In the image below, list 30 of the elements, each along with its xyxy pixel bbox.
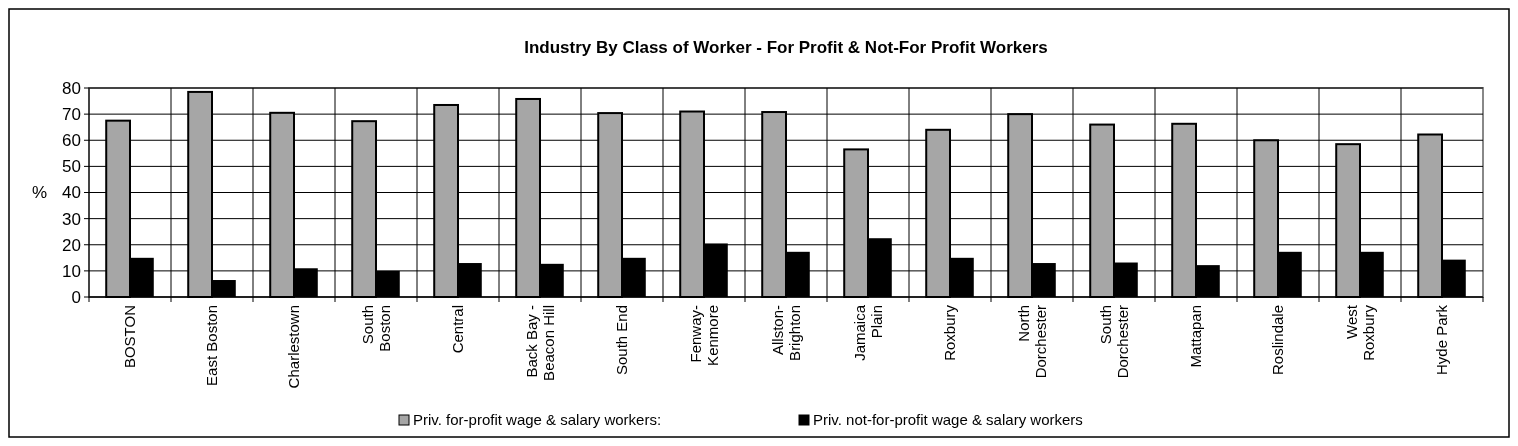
y-tick-label: 50 bbox=[62, 157, 81, 177]
x-tick-label: BOSTON bbox=[121, 305, 139, 369]
x-tick-label: Fenway- Kenmore bbox=[686, 305, 721, 366]
chart-title: Industry By Class of Worker - For Profit & Not-For Profit Workers bbox=[524, 38, 1048, 57]
x-tick-label: North Dorchester bbox=[1014, 305, 1049, 379]
y-tick-label: 70 bbox=[62, 105, 81, 125]
x-tick-label: South End bbox=[613, 305, 631, 376]
y-tick-label: 20 bbox=[62, 235, 81, 255]
x-tick-label: Central bbox=[449, 305, 467, 354]
y-tick-label: 30 bbox=[62, 209, 81, 229]
y-axis-title: % bbox=[31, 183, 47, 203]
x-tick-label: Back Bay - Beacon Hill bbox=[522, 305, 557, 381]
y-tick-label: 80 bbox=[62, 78, 81, 98]
x-tick-label: East Boston bbox=[203, 305, 221, 386]
x-tick-label: South Dorchester bbox=[1096, 305, 1131, 379]
legend-label: Priv. not-for-profit wage & salary workers bbox=[813, 411, 1083, 429]
x-tick-label: Roslindale bbox=[1269, 305, 1287, 376]
y-tick-label: 40 bbox=[62, 183, 81, 203]
x-tick-label: Charlestown bbox=[285, 305, 303, 389]
x-tick-label: Allston- Brighton bbox=[768, 305, 803, 361]
y-tick-label: 60 bbox=[62, 131, 81, 151]
x-tick-label: West Roxbury bbox=[1342, 304, 1377, 361]
x-tick-label: Mattapan bbox=[1187, 305, 1205, 368]
y-tick-label: 0 bbox=[71, 287, 81, 307]
x-tick-label: Hyde Park bbox=[1433, 304, 1451, 376]
x-tick-label: South Boston bbox=[358, 305, 393, 352]
x-tick-label: Jamaica Plain bbox=[850, 304, 885, 361]
y-tick-label: 10 bbox=[62, 261, 81, 281]
legend-label: Priv. for-profit wage & salary workers: bbox=[413, 411, 662, 429]
x-tick-label: Roxbury bbox=[941, 304, 959, 361]
